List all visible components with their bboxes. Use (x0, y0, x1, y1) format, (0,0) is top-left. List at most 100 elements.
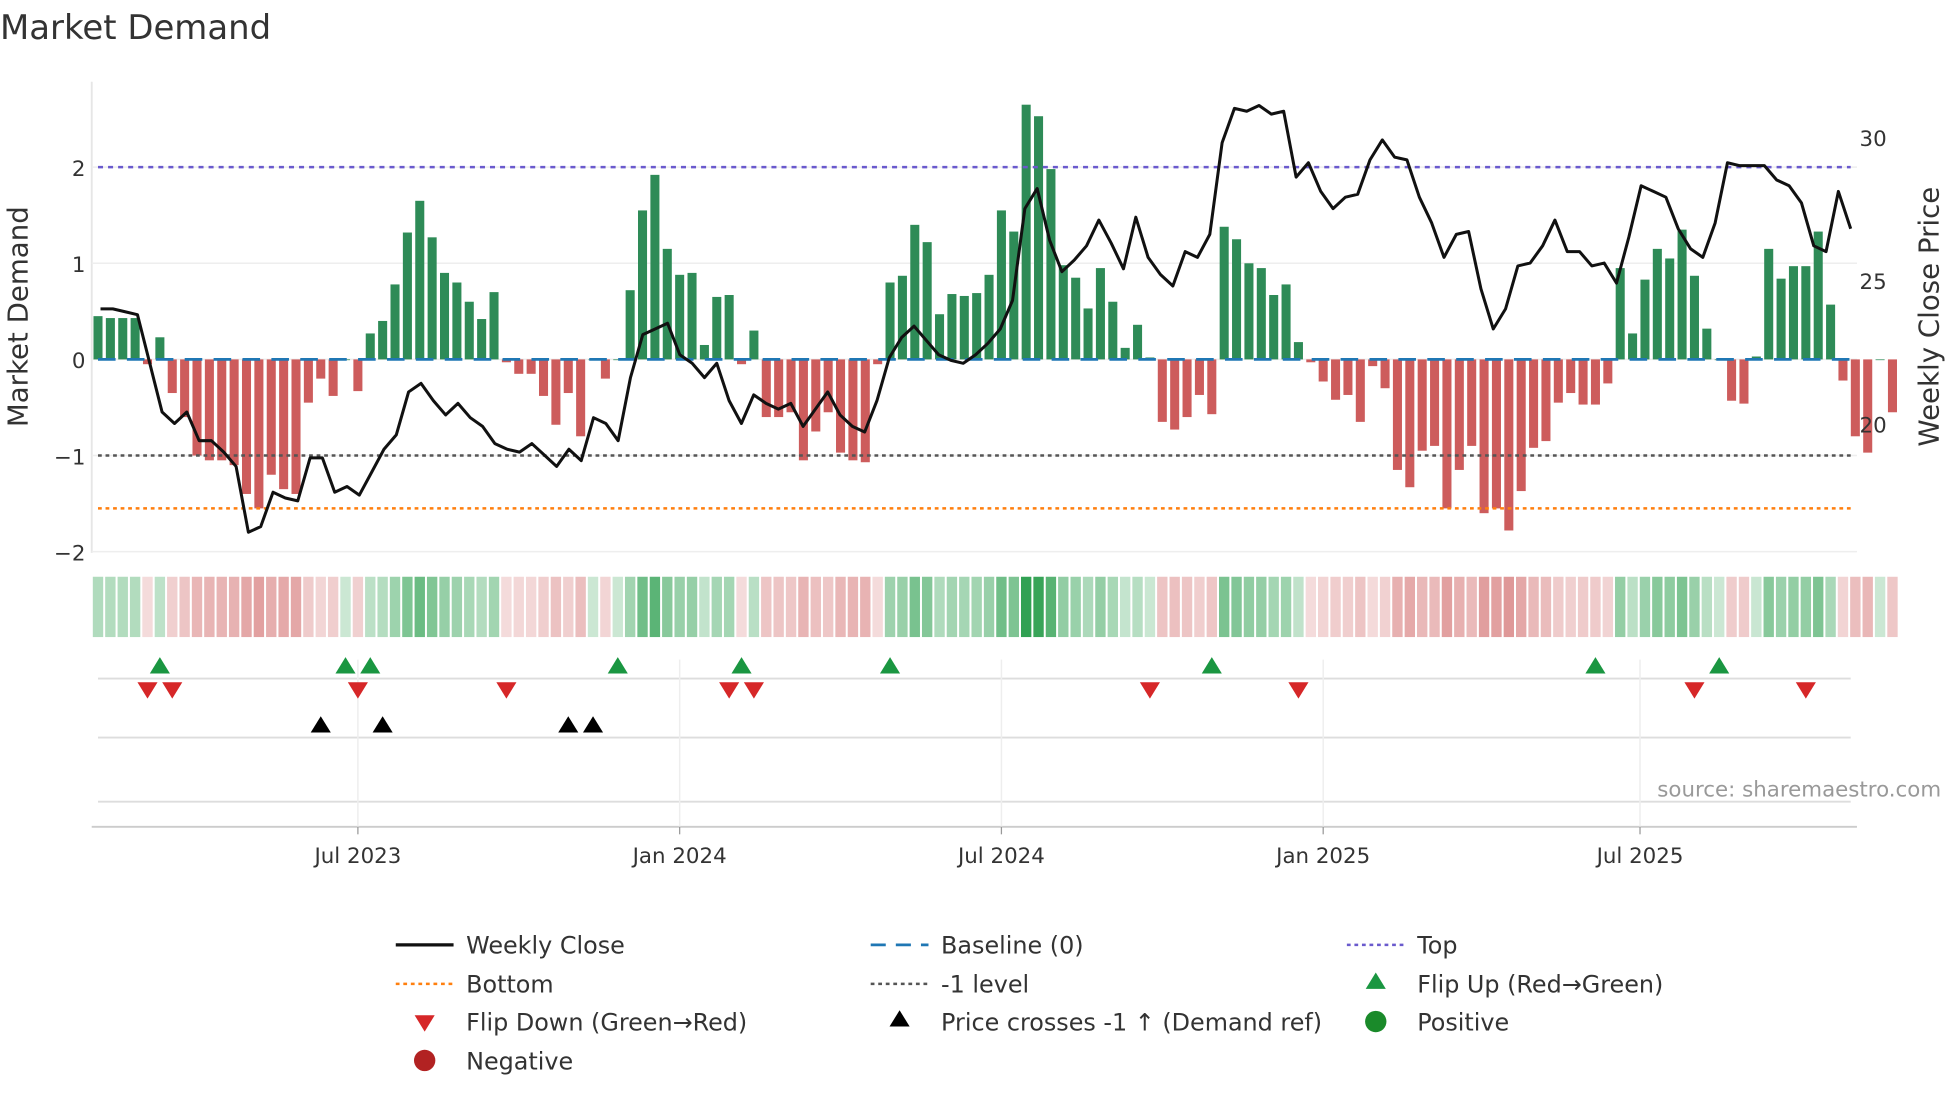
demand-bar-positive (1689, 275, 1699, 360)
heat-strip-cell (513, 576, 524, 638)
x-tick-label: Jul 2025 (1595, 844, 1684, 869)
heat-strip-cell (810, 576, 821, 638)
demand-bar-positive (1652, 248, 1662, 360)
demand-bar-positive (996, 210, 1006, 360)
flip-up-marker (335, 657, 356, 674)
heat-strip-cell (1714, 576, 1725, 638)
heat-strip-cell (426, 576, 438, 638)
heat-strip-cell (352, 576, 364, 638)
heat-strip-cell (142, 576, 153, 638)
heat-strip-cell (1305, 576, 1316, 638)
demand-bar-negative (1417, 359, 1427, 451)
heat-strip-cell (501, 576, 512, 638)
demand-bar-positive (724, 295, 734, 360)
heat-strip-cell (1318, 576, 1329, 638)
heat-strip-cell (1082, 576, 1094, 638)
x-tick-label: Jan 2024 (631, 844, 727, 869)
heat-strip-cell (1256, 576, 1267, 638)
heat-strip-cell (1639, 576, 1651, 638)
heat-strip-cell (835, 576, 846, 638)
heat-strip-cell (1874, 576, 1886, 638)
heat-strip-cell (1219, 576, 1230, 638)
demand-bar-positive (1677, 229, 1687, 360)
heat-strip-cell (1590, 576, 1601, 638)
demand-bar-positive (1083, 308, 1093, 360)
heat-strip-cell (1837, 576, 1849, 638)
demand-bar-negative (563, 359, 573, 394)
demand-bar-positive (1875, 359, 1885, 361)
demand-bar-positive (464, 301, 474, 360)
heat-strip-cell (439, 576, 450, 638)
heat-strip-cell (1775, 576, 1787, 638)
heat-strip-cell (1243, 576, 1255, 638)
heat-strip-cell (1429, 576, 1440, 638)
heat-strip-cell (699, 576, 710, 638)
heat-strip-cell (1268, 576, 1279, 638)
demand-bar-negative (1739, 359, 1749, 404)
heat-strip-cell (414, 576, 425, 638)
demand-bar-positive (699, 344, 709, 360)
demand-bar-positive (1640, 279, 1650, 360)
demand-bar-positive (687, 272, 697, 360)
heat-strip-cell (315, 576, 326, 638)
heat-strip-cell (290, 576, 302, 638)
flip-down-marker (137, 682, 158, 699)
flip-down-marker (1139, 682, 1160, 699)
heat-strip-cell (1676, 576, 1688, 638)
heat-strip-cell (1553, 576, 1564, 638)
demand-bar-negative (1491, 359, 1501, 509)
demand-bar-negative (229, 359, 239, 466)
chart-title: Market Demand (0, 8, 271, 47)
demand-bar-positive (625, 290, 635, 360)
heat-strip-cell (1738, 576, 1750, 638)
demand-bar-negative (1368, 359, 1378, 367)
heat-strip-cell (1454, 576, 1465, 638)
heat-strip-cell (1157, 576, 1168, 638)
demand-bar-negative (1479, 359, 1489, 514)
heat-strip-cell (909, 576, 920, 638)
heat-strip-cell (1367, 576, 1378, 638)
heat-strip-cell (1342, 576, 1354, 638)
heat-strip-cell (1379, 576, 1391, 638)
heat-strip-cell (365, 576, 376, 638)
heat-strip-cell (1615, 576, 1626, 638)
heat-strip-cell (1813, 576, 1824, 638)
demand-bar-negative (204, 359, 214, 461)
demand-bar-negative (1318, 359, 1328, 382)
heat-strip-cell (303, 576, 314, 638)
flip-up-marker (1585, 657, 1606, 674)
demand-bar-positive (1764, 248, 1774, 360)
heat-strip-cell (179, 576, 190, 638)
heat-strip-cell (1417, 576, 1428, 638)
heat-strip-cell (860, 576, 871, 638)
demand-bar-negative (192, 359, 202, 456)
flip-down-marker (347, 682, 368, 699)
demand-bar-negative (1541, 359, 1551, 442)
demand-bar-positive (675, 274, 685, 360)
demand-bar-negative (1355, 359, 1365, 422)
heat-strip-cell (946, 576, 958, 638)
heat-strip-cell (464, 576, 475, 638)
flip-down-marker (1288, 682, 1309, 699)
demand-bar-positive (155, 337, 165, 360)
demand-bar-positive (1256, 268, 1266, 360)
demand-bar-positive (972, 293, 982, 360)
heat-strip-cell (253, 576, 265, 638)
heat-strip-cell (1070, 576, 1081, 638)
demand-bar-negative (873, 359, 883, 365)
heat-strip-cell (1020, 576, 1032, 638)
heat-strip-cell (538, 576, 549, 638)
heat-strip-cell (1602, 576, 1614, 638)
heat-strip-cell (216, 576, 227, 638)
y-tick-label: 1 (72, 253, 86, 278)
heat-strip-cell (1491, 576, 1502, 638)
flip-up-marker (1709, 657, 1730, 674)
legend-top-label: Top (1416, 932, 1457, 960)
demand-bar-positive (613, 359, 623, 361)
heat-strip-cell (761, 576, 772, 638)
demand-bar-positive (1046, 169, 1056, 360)
heat-strip-cell (711, 576, 722, 638)
heat-strip-cell (1652, 576, 1663, 638)
demand-bar-positive (1776, 278, 1786, 360)
legend-negative-label: Negative (466, 1047, 573, 1075)
